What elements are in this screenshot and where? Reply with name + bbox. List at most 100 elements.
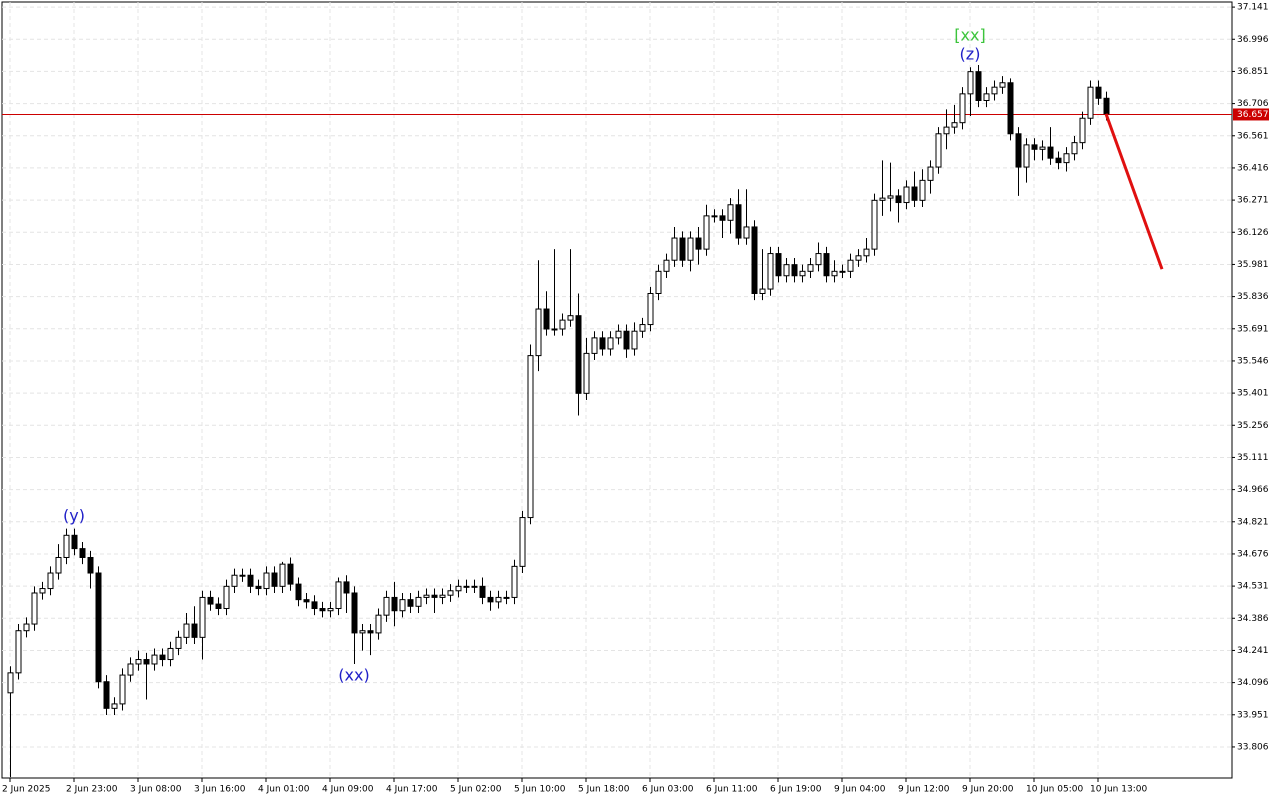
y-tick-label: 35.111 <box>1237 453 1269 463</box>
candle-body <box>575 315 582 394</box>
wave-label: [xx] <box>954 26 985 45</box>
candle-body <box>951 122 958 128</box>
candle-body <box>551 328 558 331</box>
candle-body <box>1031 144 1038 150</box>
candle-body <box>423 594 430 598</box>
candle-body <box>463 585 470 588</box>
candle-body <box>111 703 118 709</box>
candle-body <box>887 195 894 199</box>
candle-body <box>591 337 598 354</box>
candle-body <box>79 548 86 558</box>
candle-body <box>1071 142 1078 155</box>
candle-body <box>959 93 966 124</box>
candle-body <box>655 270 662 294</box>
y-tick-label: 36.851 <box>1237 67 1269 77</box>
candle-body <box>255 585 262 590</box>
candle-body <box>1095 86 1102 99</box>
candle-body <box>799 270 806 277</box>
candle-body <box>215 603 222 610</box>
candle-body <box>903 186 910 204</box>
candle-body <box>335 581 342 610</box>
candle-body <box>791 264 798 277</box>
x-tick-label: 6 Jun 19:00 <box>770 785 822 795</box>
candle-body <box>199 596 206 638</box>
candle-body <box>687 237 694 261</box>
candle-body <box>567 315 574 321</box>
candle-body <box>103 681 110 709</box>
candle-body <box>967 71 974 95</box>
y-tick-label: 36.416 <box>1237 163 1269 173</box>
candle-body <box>735 204 742 239</box>
candle-body <box>1087 86 1094 119</box>
candle-body <box>23 623 30 632</box>
candle-body <box>975 71 982 101</box>
candle-body <box>623 330 630 350</box>
candle-body <box>847 259 854 272</box>
candle-body <box>247 574 254 587</box>
candle-body <box>983 93 990 101</box>
x-tick-label: 5 Jun 18:00 <box>578 785 630 795</box>
candle-body <box>543 308 550 330</box>
candle-body <box>455 585 462 592</box>
y-tick-label: 36.706 <box>1237 99 1269 109</box>
candle-body <box>95 572 102 683</box>
candle-body <box>231 574 238 587</box>
candle-body <box>991 86 998 95</box>
candle-body <box>943 126 950 135</box>
x-tick-label: 5 Jun 02:00 <box>450 785 502 795</box>
candle-body <box>751 226 758 294</box>
candle-body <box>39 588 46 594</box>
x-tick-label: 9 Jun 12:00 <box>898 785 950 795</box>
trend-line <box>1104 113 1164 270</box>
wave-label: (y) <box>63 506 85 525</box>
candle-body <box>855 255 862 261</box>
candle-body <box>511 565 518 598</box>
plot-frame <box>1 1 1233 779</box>
candle-body <box>1047 146 1054 159</box>
candle-body <box>759 288 766 294</box>
candle-body <box>279 563 286 587</box>
y-tick-label: 34.676 <box>1237 549 1269 559</box>
candle-body <box>503 596 510 599</box>
y-tick-label: 36.996 <box>1237 35 1269 45</box>
candle-body <box>743 226 750 239</box>
candle-body <box>727 204 734 221</box>
candle-body <box>639 324 646 332</box>
candle-body <box>1063 153 1070 164</box>
candle-body <box>823 253 830 277</box>
candle-body <box>343 581 350 594</box>
candle-body <box>367 630 374 634</box>
candle-body <box>303 599 310 603</box>
candle-body <box>479 585 486 598</box>
candle-body <box>999 82 1006 88</box>
candle-body <box>375 614 382 634</box>
candle-body <box>391 596 398 612</box>
x-tick-label: 9 Jun 04:00 <box>834 785 886 795</box>
y-tick-label: 36.126 <box>1237 228 1269 238</box>
y-tick-label: 34.241 <box>1237 646 1269 656</box>
x-tick-label: 4 Jun 09:00 <box>322 785 374 795</box>
price-label: 36.657 <box>1237 110 1269 120</box>
candle-body <box>239 574 246 577</box>
y-tick-label: 35.256 <box>1237 421 1269 431</box>
candle-body <box>63 534 70 558</box>
candle-body <box>119 674 126 705</box>
candle-body <box>167 647 174 661</box>
candle-body <box>143 659 150 665</box>
x-tick-label: 6 Jun 03:00 <box>642 785 694 795</box>
y-tick-label: 34.096 <box>1237 678 1269 688</box>
y-tick-label: 33.806 <box>1237 742 1269 752</box>
candle-body <box>767 253 774 290</box>
candle-body <box>519 517 526 567</box>
candle-body <box>1103 97 1110 115</box>
y-tick-label: 37.141 <box>1237 3 1269 13</box>
candle-body <box>415 596 422 607</box>
candle-body <box>775 253 782 277</box>
candle-body <box>679 237 686 261</box>
candle-body <box>327 608 334 612</box>
candle-body <box>919 179 926 201</box>
x-tick-label: 9 Jun 20:00 <box>962 785 1014 795</box>
candle-body <box>1039 146 1046 150</box>
candle-body <box>495 596 502 603</box>
